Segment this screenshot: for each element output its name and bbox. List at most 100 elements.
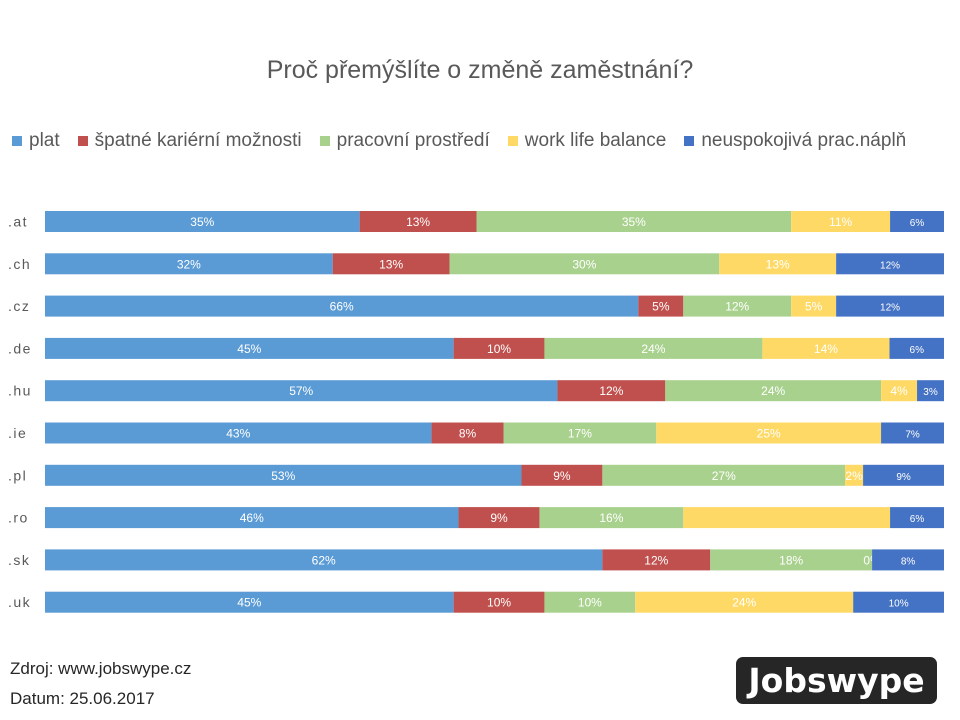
bar-segment <box>602 464 846 486</box>
bar-segment <box>683 507 891 529</box>
data-label: 9% <box>553 469 571 483</box>
data-label: 13% <box>379 257 403 271</box>
legend-swatch <box>12 136 22 146</box>
data-label: 6% <box>910 514 925 525</box>
legend-swatch <box>77 136 88 146</box>
bar-segment <box>853 591 944 613</box>
data-label: 7% <box>905 430 920 441</box>
bar-segment <box>683 295 792 317</box>
bar-segment <box>638 295 684 317</box>
bar-segment <box>845 464 864 486</box>
bar-segment <box>544 337 763 359</box>
jobswype-logo: Jobswype <box>736 657 937 704</box>
category-label: .ro <box>8 510 29 526</box>
legend-item: špatné kariérní možnosti <box>77 130 302 152</box>
bar-segment <box>890 507 944 529</box>
legend-swatch <box>684 136 695 146</box>
bar-segment <box>45 380 558 402</box>
data-label: 13% <box>766 257 790 271</box>
bar-segment <box>431 422 504 444</box>
bar-segment <box>45 253 333 275</box>
bar-segment <box>791 211 891 232</box>
category-label: .hu <box>8 383 32 399</box>
data-label: 12% <box>725 300 749 314</box>
bar-segment <box>889 337 944 359</box>
data-label: 17% <box>568 427 592 441</box>
bar-segment <box>45 211 360 232</box>
bar-segment <box>791 295 837 317</box>
bar-segment <box>890 211 944 232</box>
data-label: 5% <box>805 300 823 314</box>
legend-item: plat <box>12 130 60 152</box>
data-label: 8% <box>459 427 477 441</box>
data-label: 16% <box>599 511 623 525</box>
bar-segment <box>544 591 636 613</box>
category-label: .sk <box>8 552 30 568</box>
bar-segment <box>762 337 890 359</box>
data-label: 30% <box>572 257 596 271</box>
category-label: .ie <box>8 425 27 441</box>
data-label: 12% <box>644 553 668 567</box>
category-label: .at <box>8 214 28 230</box>
bar-segment <box>45 549 603 571</box>
chart-legend: plat špatné kariérní možnosti pracovní pro… <box>12 128 958 154</box>
data-label: 8% <box>901 556 916 567</box>
data-label: 13% <box>406 215 430 229</box>
data-label: 66% <box>330 300 354 314</box>
data-label: 46% <box>240 511 264 525</box>
bar-segment <box>453 337 545 359</box>
bar-segment <box>710 549 873 571</box>
chart-title: Proč přemýšlíte o změně zaměstnání? <box>266 56 694 84</box>
bar-segment <box>45 422 432 444</box>
bar-segment <box>453 591 545 613</box>
bar-segment <box>719 253 837 275</box>
data-label: 5% <box>652 300 670 314</box>
stacked-bar-chart: .at 35% 13% 35% 11% 6% .ch 32% 13% 30% 13% 12% .cz 66… <box>8 211 944 613</box>
bar-segment <box>863 464 944 486</box>
legend-swatch <box>319 136 330 146</box>
data-label: 11% <box>829 215 852 229</box>
bar-segment <box>836 253 944 275</box>
data-label: 53% <box>271 469 295 483</box>
bar-segment <box>872 549 944 571</box>
data-label: 12% <box>880 303 900 314</box>
bar-segment <box>332 253 450 275</box>
bar-segment <box>635 591 854 613</box>
data-label: 12% <box>880 260 900 271</box>
data-label: 27% <box>712 469 736 483</box>
legend-label: špatné kariérní možnosti <box>94 130 302 151</box>
legend-item: neuspokojivá prac.náplň <box>684 130 906 152</box>
legend-label: work life balance <box>524 130 667 151</box>
data-label: 35% <box>190 215 214 229</box>
legend-label: plat <box>29 130 60 151</box>
bar-segment <box>458 507 540 529</box>
bar-segment <box>557 380 666 402</box>
data-label: 57% <box>289 384 313 398</box>
bar-segment <box>45 507 459 529</box>
data-label: 10% <box>578 596 602 610</box>
data-label: 2% <box>845 469 863 483</box>
data-label: 3% <box>923 387 938 398</box>
category-label: .uk <box>8 594 31 610</box>
category-label: .pl <box>8 467 27 483</box>
bar-segment <box>602 549 711 571</box>
data-label: 6% <box>910 345 925 356</box>
legend-item: pracovní prostředí <box>319 130 490 152</box>
data-label: 10% <box>889 599 909 610</box>
data-label: 12% <box>599 384 623 398</box>
data-label: 10% <box>487 596 511 610</box>
data-label: 43% <box>226 427 250 441</box>
category-label: .ch <box>8 256 31 272</box>
bar-segment <box>881 422 944 444</box>
bar-segment <box>665 380 882 402</box>
data-label: 45% <box>237 342 261 356</box>
bar-segment <box>45 295 639 317</box>
category-label: .de <box>8 340 32 356</box>
data-label: 62% <box>312 553 336 567</box>
bar-segment <box>836 295 944 317</box>
data-label: 4% <box>890 384 908 398</box>
data-label: 9% <box>490 511 508 525</box>
data-label: 24% <box>641 342 665 356</box>
data-label: 45% <box>237 596 261 610</box>
data-label: 25% <box>757 427 781 441</box>
